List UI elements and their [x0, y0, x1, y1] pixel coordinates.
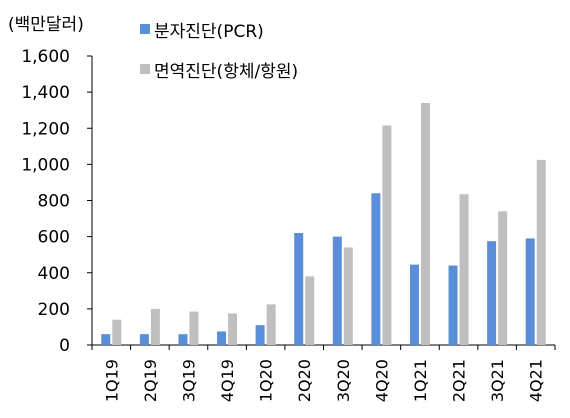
y-tick-label: 200: [38, 300, 70, 320]
bar-molecular-1q20: [255, 325, 265, 345]
bar-immuno-1q21: [420, 102, 430, 346]
bar-molecular-4q21: [525, 238, 535, 345]
x-tick-label: 1Q20: [257, 359, 276, 402]
bar-immuno-4q20: [382, 125, 392, 346]
legend-swatch-immuno: [140, 64, 150, 74]
x-tick-label: 2Q21: [450, 359, 469, 402]
bar-immuno-4q19: [228, 313, 238, 345]
y-tick-label: 1,200: [21, 119, 70, 139]
bar-molecular-4q19: [217, 331, 227, 345]
y-tick-label: 800: [38, 192, 70, 212]
x-tick-label: 4Q21: [527, 359, 546, 402]
legend-label-molecular: 분자진단(PCR): [154, 21, 264, 42]
bar-immuno-4q21: [536, 159, 546, 345]
bar-molecular-3q20: [332, 236, 342, 345]
y-tick-label: 600: [38, 228, 70, 248]
y-tick-label: 400: [38, 264, 70, 284]
legend-label-immuno: 면역진단(항체/항원): [154, 61, 299, 82]
bar-immuno-3q19: [189, 311, 199, 345]
legend-item-molecular: 분자진단(PCR): [140, 16, 298, 42]
bar-molecular-1q19: [101, 334, 111, 345]
y-tick-label: 0: [59, 336, 70, 356]
bar-molecular-2q20: [294, 233, 304, 345]
bar-molecular-2q21: [448, 265, 458, 345]
y-tick-label: 1,400: [21, 83, 70, 103]
bar-immuno-2q21: [459, 194, 469, 345]
bar-molecular-3q19: [178, 334, 188, 345]
bar-immuno-3q20: [343, 247, 353, 345]
x-tick-label: 1Q19: [102, 359, 121, 402]
x-tick-label: 4Q20: [372, 359, 391, 402]
bar-immuno-1q20: [266, 304, 276, 345]
x-tick-label: 2Q19: [141, 359, 160, 402]
bar-immuno-2q20: [305, 276, 315, 345]
x-tick-label: 3Q19: [179, 359, 198, 402]
x-tick-label: 3Q20: [334, 359, 353, 402]
bar-molecular-1q21: [409, 264, 419, 345]
y-tick-label: 1,000: [21, 155, 70, 175]
bar-molecular-4q20: [371, 193, 381, 345]
bar-immuno-1q19: [112, 319, 122, 345]
x-tick-label: 1Q21: [411, 359, 430, 402]
x-tick-label: 3Q21: [488, 359, 507, 402]
legend: 분자진단(PCR) 면역진단(항체/항원): [140, 16, 298, 96]
y-tick-label: 1,600: [21, 47, 70, 67]
legend-swatch-molecular: [140, 24, 150, 34]
unit-label: (백만달러): [8, 15, 84, 35]
bar-molecular-3q21: [487, 241, 497, 345]
x-tick-label: 2Q20: [295, 359, 314, 402]
bar-molecular-2q19: [139, 334, 149, 345]
bar-immuno-2q19: [150, 308, 160, 345]
legend-item-immuno: 면역진단(항체/항원): [140, 56, 298, 82]
x-tick-label: 4Q19: [218, 359, 237, 402]
bar-immuno-3q21: [498, 211, 508, 345]
